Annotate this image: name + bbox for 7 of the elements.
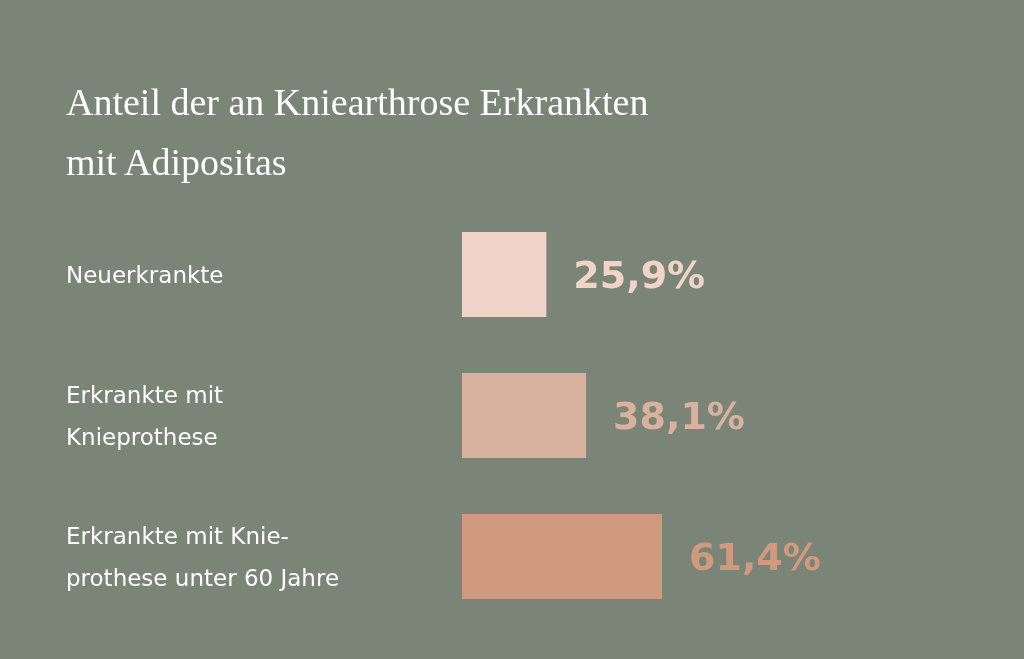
data-label: 25,9%	[573, 252, 706, 297]
y-tick-label: Erkrankte mit Knie- prothese unter 60 Jahre	[66, 522, 340, 591]
chart-title: Anteil der an Kniearthrose Erkrankten mit Adipositas	[66, 80, 649, 185]
y-tick-label: Erkrankte mit Knieprothese	[66, 381, 224, 450]
y-tick-label: Neuerkrankte	[66, 261, 224, 288]
data-label: 38,1%	[613, 393, 745, 438]
data-label: 61,4%	[689, 534, 821, 579]
